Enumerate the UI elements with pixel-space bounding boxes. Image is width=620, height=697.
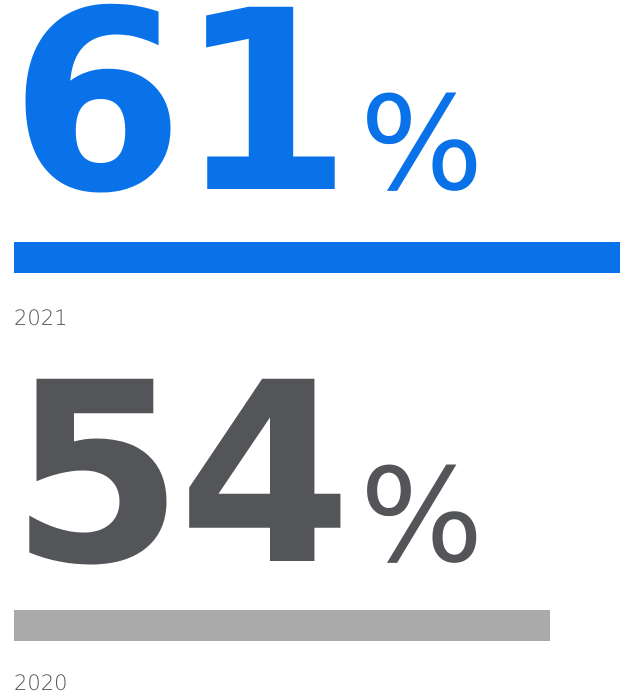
value-display-2020: 54 %: [10, 350, 483, 600]
bar-2020: [14, 610, 551, 641]
category-label-2020: 2020: [14, 671, 68, 695]
value-display-2021: 61 %: [10, 0, 483, 228]
category-label-2021: 2021: [14, 306, 68, 330]
bar-2021: [14, 242, 620, 273]
bar-track: [14, 242, 620, 273]
data-label-2021: 61: [10, 0, 352, 248]
data-label-2020: 54: [10, 329, 352, 620]
percent-sign: %: [359, 440, 484, 592]
bar-track: [14, 610, 620, 641]
percent-sign: %: [359, 68, 484, 220]
